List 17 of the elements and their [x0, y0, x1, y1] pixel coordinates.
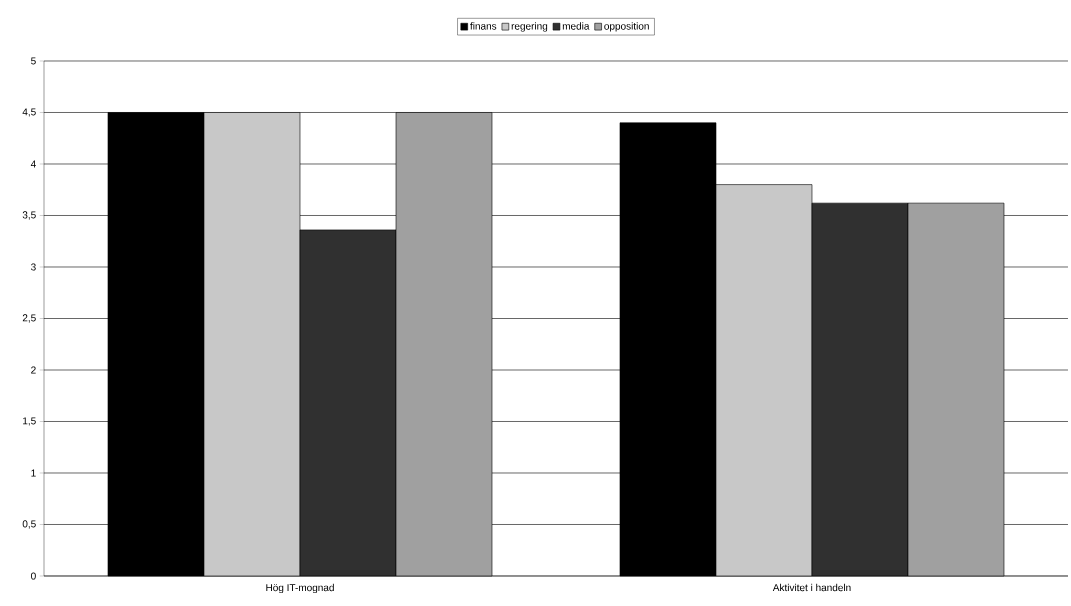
- y-tick-label: 0: [31, 572, 36, 580]
- y-tick-label: 3: [31, 263, 36, 271]
- legend-label: media: [562, 22, 590, 30]
- legend-label: regering: [511, 22, 548, 32]
- legend-label: finans: [470, 22, 497, 30]
- y-tick-label: 0,5: [22, 520, 36, 529]
- y-tick-label: 3,5: [22, 211, 36, 220]
- y-tick-label: 4,5: [22, 108, 36, 117]
- x-tick-label: Aktivitet i handeln: [772, 583, 851, 592]
- y-tick-label: 4: [30, 160, 36, 168]
- x-tick-label: Hög IT-mognad: [266, 583, 334, 594]
- legend-label: opposition: [604, 22, 649, 32]
- y-tick-label: 2: [31, 366, 36, 374]
- y-tick-label: 1: [31, 469, 36, 477]
- y-tick-label: 5: [31, 57, 36, 65]
- y-tick-label: 1,5: [23, 417, 36, 426]
- y-tick-label: 2,5: [22, 314, 36, 323]
